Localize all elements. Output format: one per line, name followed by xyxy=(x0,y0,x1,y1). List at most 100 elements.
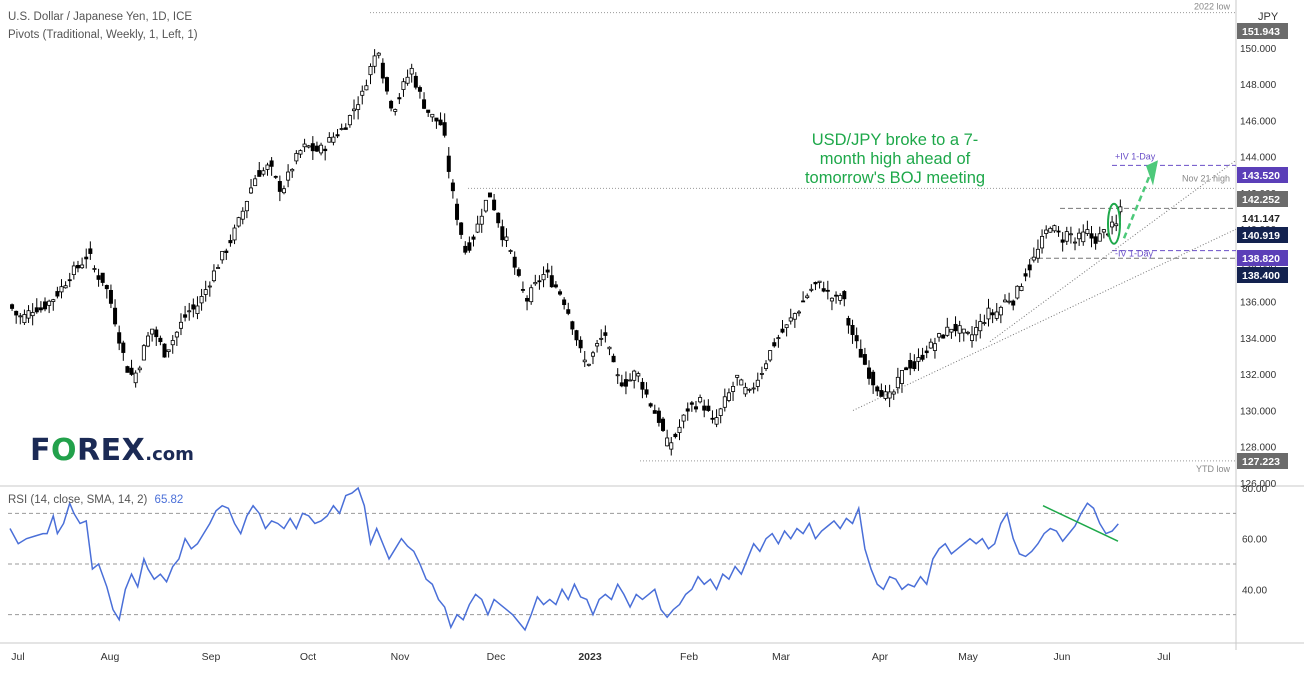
candle-up xyxy=(838,295,843,301)
candle-down xyxy=(520,289,525,291)
candle-up xyxy=(586,363,591,366)
candle-down xyxy=(277,181,282,192)
candle-down xyxy=(1027,264,1032,271)
candle-up xyxy=(141,345,146,361)
candle-up xyxy=(755,379,760,387)
candle-down xyxy=(912,361,917,370)
candle-up xyxy=(599,337,604,340)
candle-down xyxy=(693,406,698,410)
currency-label: JPY xyxy=(1258,11,1279,23)
time-axis[interactable]: Jul Aug Sep Oct Nov Dec 2023 Feb Mar Apr May Jun Jul xyxy=(11,651,1170,663)
candle-down xyxy=(413,75,418,88)
rsi-params: RSI (14, close, SMA, 14, 2) xyxy=(8,494,148,506)
candle-up xyxy=(582,359,587,363)
candle-up xyxy=(776,337,781,340)
candle-up xyxy=(1064,231,1069,242)
candle-down xyxy=(558,291,563,295)
candle-up xyxy=(743,386,748,395)
candle-down xyxy=(603,332,608,336)
time-label: Sep xyxy=(202,651,221,663)
price-tick: 148.000 xyxy=(1240,80,1277,91)
candle-down xyxy=(1089,233,1094,239)
candle-down xyxy=(566,309,571,314)
candle-down xyxy=(67,279,72,282)
candle-down xyxy=(38,307,43,311)
candle-down xyxy=(426,109,431,113)
candle-down xyxy=(422,99,427,109)
candle-up xyxy=(18,315,23,318)
price-badge xyxy=(1237,191,1288,207)
candle-up xyxy=(628,379,633,382)
time-label: Nov xyxy=(391,651,410,663)
candle-down xyxy=(549,275,554,288)
candle-up xyxy=(30,312,35,317)
candle-down xyxy=(104,285,109,290)
candle-down xyxy=(162,343,167,358)
candle-up xyxy=(768,350,773,361)
candle-down xyxy=(578,339,583,349)
candle-down xyxy=(434,117,439,122)
candle-up xyxy=(306,145,311,148)
candle-up xyxy=(51,299,56,302)
candle-up xyxy=(508,250,513,252)
candle-down xyxy=(1056,230,1061,233)
price-badge xyxy=(1237,267,1288,283)
candle-up xyxy=(286,171,291,181)
candle-up xyxy=(1048,227,1053,233)
candle-down xyxy=(335,134,340,137)
candle-up xyxy=(731,386,736,392)
candle-down xyxy=(224,250,229,253)
candle-up xyxy=(764,363,769,369)
candle-down xyxy=(850,325,855,335)
candle-down xyxy=(496,212,501,224)
candle-down xyxy=(438,119,443,126)
candle-up xyxy=(961,328,966,334)
candle-down xyxy=(842,291,847,300)
candle-up xyxy=(401,81,406,90)
candle-up xyxy=(265,164,270,170)
candle-up xyxy=(949,328,954,333)
candle-down xyxy=(846,318,851,326)
candle-down xyxy=(570,321,575,330)
candle-up xyxy=(681,414,686,422)
candle-down xyxy=(100,272,105,283)
price-badge xyxy=(1237,210,1288,226)
candle-up xyxy=(368,66,373,76)
candle-up xyxy=(294,153,299,162)
candle-up xyxy=(978,321,983,332)
candle-up xyxy=(220,250,225,261)
candle-up xyxy=(133,372,138,384)
time-label: Jul xyxy=(1157,651,1170,663)
candle-down xyxy=(941,334,946,339)
candle-up xyxy=(982,322,987,324)
candle-up xyxy=(1101,229,1106,233)
price-tick: 134.000 xyxy=(1240,334,1277,345)
time-label: Jun xyxy=(1054,651,1071,663)
price-axis[interactable]: 150.000148.000146.000144.000142.000140.0… xyxy=(1237,11,1288,490)
candle-up xyxy=(899,370,904,384)
candle-up xyxy=(665,437,670,447)
candle-down xyxy=(924,350,929,354)
candle-up xyxy=(430,113,435,118)
price-tick: 132.000 xyxy=(1240,370,1277,381)
candle-up xyxy=(735,374,740,378)
price-tick: 126.000 xyxy=(1240,479,1277,490)
candle-up xyxy=(739,379,744,386)
candle-down xyxy=(228,240,233,244)
candle-down xyxy=(273,175,278,178)
candle-down xyxy=(854,335,859,342)
candle-up xyxy=(347,115,352,126)
level-label: +IV 1-Day xyxy=(1115,151,1156,161)
candle-up xyxy=(1073,241,1078,244)
chart-annotation: USD/JPY broke to a 7- month high ahead o… xyxy=(804,131,986,187)
candle-up xyxy=(352,108,357,112)
candle-up xyxy=(541,274,546,281)
candle-down xyxy=(389,100,394,109)
candle-up xyxy=(1077,232,1082,240)
candle-up xyxy=(302,143,307,148)
candle-up xyxy=(63,285,68,289)
candle-up xyxy=(1052,225,1057,232)
candle-up xyxy=(1002,299,1007,303)
candle-down xyxy=(562,299,567,306)
